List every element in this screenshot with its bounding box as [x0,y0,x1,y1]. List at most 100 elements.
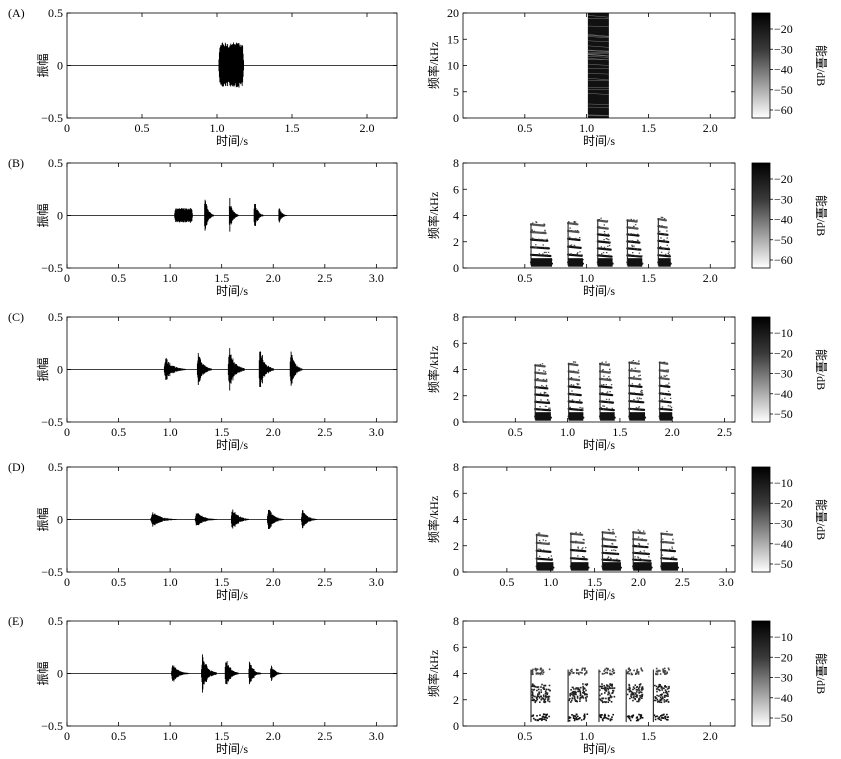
spectrogram-ytick-label: 6 [453,486,459,500]
spectrogram-ytick-label: 2 [453,389,459,403]
syllable-speckle [603,375,611,380]
syllable-harmonic [632,538,648,542]
spectrogram-ytick-label: 2 [453,693,459,707]
waveform-ylabel: 振幅 [35,357,50,381]
syllable-speckle [601,384,613,388]
spectrogram-ytick-label: 4 [453,667,459,681]
waveform-xtick-label: 1.0 [163,729,178,743]
syllable-speckle [660,237,668,243]
spectrogram-ylabel: 频率/kHz [426,650,441,697]
waveform-xtick-label: 1.0 [163,425,178,439]
syllable-speckle [537,532,547,537]
syllable-harmonic [626,226,639,230]
syllable-fundamental [629,412,646,421]
syllable-speckle [631,360,640,364]
spectrogram-ylabel: 频率/kHz [426,192,441,239]
colorbar-label: 能量/dB [814,499,828,540]
spectrogram-ytick-label: 10 [447,59,459,73]
spectrogram-syllable [529,221,554,267]
waveform-xtick-label: 3.0 [369,575,384,589]
syllable-fundamental [597,258,613,267]
waveform-burst-trace [289,351,303,386]
syllable-formant [568,713,589,722]
syllable-fundamental [627,258,643,267]
spectrogram-ytick-label: 8 [453,310,459,324]
spectrogram-xtick-label: 0.5 [517,271,532,285]
waveform-xtick-label: 2.0 [266,729,281,743]
spectrogram-xtick-label: 2.0 [631,575,646,589]
spectrogram-syllable [569,531,590,571]
waveform-ytick-label: −0.5 [41,565,63,579]
syllable-speckle [532,221,546,226]
syllable-harmonic [658,376,670,381]
syllable-fundamental [570,562,589,571]
waveform-burst-trace [150,512,177,527]
spectrogram-syllable [598,667,616,723]
waveform-xtick-label: 3.0 [369,271,384,285]
waveform-plot: 0 0.5 1.0 1.5 2.0 2.5 3.00.50−0.5时间/s振幅 [35,156,398,298]
waveform-burst [194,513,217,526]
spectrogram-xtick-label: 2.0 [665,425,680,439]
syllable-formant [531,667,551,676]
syllable-harmonic [598,370,611,374]
syllable-harmonic [567,237,581,242]
waveform-xtick-label: 0 [64,271,70,285]
syllable-harmonic [598,392,614,397]
waveform-xtick-label: 1.5 [214,729,229,743]
syllable-formant [599,713,614,722]
spectrogram-xtick-label: 3.0 [719,575,734,589]
waveform-ytick-label: 0.5 [48,310,63,324]
syllable-speckle [604,549,618,555]
colorbar-tick-label: −30 [774,671,793,685]
syllable-speckle [629,224,637,229]
colorbar-tick-label: −50 [774,407,793,421]
waveform-xlabel: 时间/s [216,742,248,756]
syllable-harmonic [529,223,546,227]
spectrogram-ytick-label: 20 [447,6,459,20]
syllable-formant [653,713,670,721]
syllable-speckle [629,239,639,243]
syllable-fundamental [568,412,584,421]
spectrogram-syllable [598,361,616,421]
syllable-harmonic [569,548,587,553]
spectrogram-syllable [535,532,555,571]
spectrogram-xtick-label: 1.0 [560,425,575,439]
syllable-speckle [568,221,577,224]
waveform-ytick-label: 0 [57,59,63,73]
spectrogram-xlabel: 时间/s [583,284,615,298]
spectrogram-xtick-label: 2.0 [703,729,718,743]
spectrogram-syllable [567,361,585,421]
syllable-speckle [628,218,638,222]
syllable-formant [568,683,589,703]
syllable-fundamental [531,258,553,267]
syllable-band [587,13,609,118]
syllable-speckle [660,251,671,256]
colorbar-tick-label: −40 [774,213,793,227]
waveform-burst-trace [230,509,249,529]
syllable-harmonic [567,222,579,226]
spectrogram-ytick-label: 0 [453,111,459,125]
syllable-speckle [637,529,645,534]
syllable-speckle [606,556,618,561]
syllable-harmonic [632,531,646,535]
waveform-ytick-label: 0.5 [48,614,63,628]
syllable-formant [626,667,644,676]
syllable-speckle [539,391,548,396]
waveform-burst [227,348,245,391]
colorbar-tick-label: −30 [774,367,793,381]
waveform-xtick-label: 0 [64,575,70,589]
syllable-speckle [569,236,581,240]
syllable-speckle [627,252,643,257]
waveform-burst-trace [301,510,318,529]
syllable-speckle [598,217,609,222]
colorbar: −10 −20 −30 −40 −50 能量/dB [751,316,828,423]
waveform-burst [171,665,190,682]
syllable-speckle [569,406,584,411]
spectrogram-ylabel: 频率/kHz [426,346,441,393]
spectrogram-xtick-label: 0.5 [517,121,532,135]
waveform-xtick-label: 0.5 [111,575,126,589]
spectrogram-xtick-label: 1.5 [612,425,627,439]
colorbar-label: 能量/dB [814,349,828,390]
